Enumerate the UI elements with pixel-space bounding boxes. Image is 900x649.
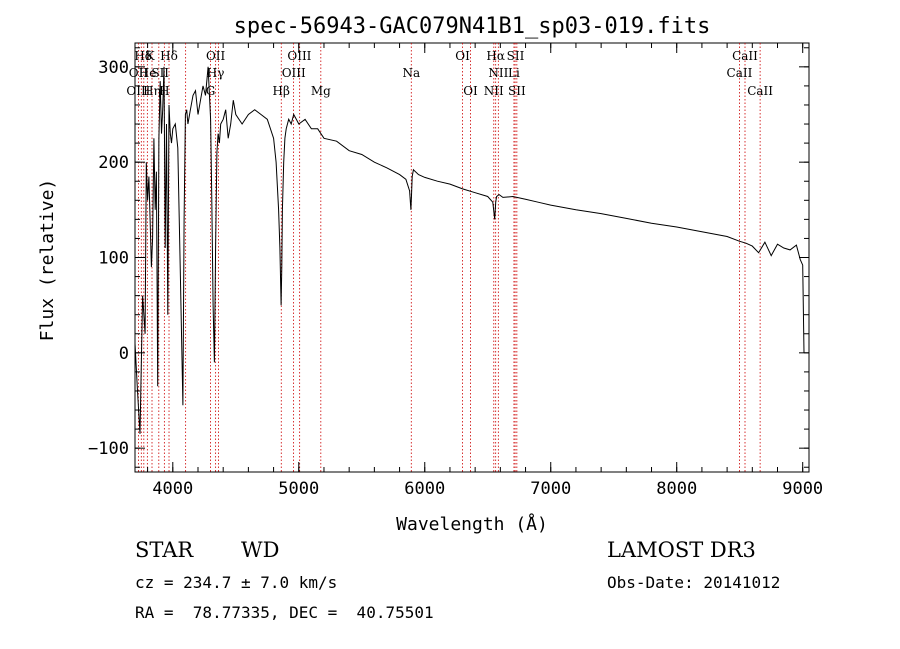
spectrum-line (134, 66, 805, 434)
line-label: Hη (143, 84, 161, 98)
x-tick-label: 8000 (656, 479, 697, 499)
x-tick-label: 6000 (404, 479, 445, 499)
line-label: OII (206, 49, 226, 63)
line-label: CaII (727, 66, 753, 80)
line-label: H (159, 84, 169, 98)
x-axis-label: Wavelength (Å) (396, 513, 548, 535)
line-label: Na (402, 66, 420, 80)
chart-title: spec-56943-GAC079N41B1_sp03-019.fits (234, 14, 711, 39)
line-label: OIII (287, 49, 311, 63)
y-tick-label: 100 (98, 249, 129, 269)
line-label: Li (508, 66, 520, 80)
line-label: OIII (126, 84, 150, 98)
y-tick-label: 200 (98, 153, 129, 173)
plot-area: 4000 5000 6000 7000 8000 9000 −100 0 100 200 300 Hδ… (88, 42, 823, 499)
x-tick-label: 5000 (278, 479, 319, 499)
line-label: Mg (311, 84, 331, 98)
line-label: OI (455, 49, 470, 63)
line-label: OIII (282, 66, 306, 80)
line-label: SII (151, 66, 169, 80)
survey-name: LAMOST DR3 (607, 538, 756, 562)
line-label: Hδ (160, 49, 178, 63)
line-label: SII (507, 49, 525, 63)
y-axis-label: Flux (relative) (37, 179, 58, 342)
line-label: CaII (747, 84, 773, 98)
y-tick-label: 0 (119, 344, 129, 364)
line-label: K (146, 49, 156, 63)
line-label: SII (508, 84, 526, 98)
line-label: OI (463, 84, 478, 98)
line-label: Hγ (207, 66, 225, 80)
x-tick-label: 9000 (782, 479, 823, 499)
line-label: Hα (486, 49, 505, 63)
x-tick-label: 7000 (530, 479, 571, 499)
ra-dec-readout: RA = 78.77335, DEC = 40.75501 (135, 603, 434, 622)
y-tick-label: 300 (98, 58, 129, 78)
x-tick-label: 4000 (152, 479, 193, 499)
line-label: CaII (732, 49, 758, 63)
line-label: NII (488, 66, 508, 80)
object-class: STAR (135, 538, 194, 562)
redshift-readout: cz = 234.7 ± 7.0 km/s (135, 573, 338, 592)
object-subclass: WD (241, 538, 280, 562)
line-label: He (139, 66, 157, 80)
line-label: Hβ (273, 84, 290, 98)
plot-frame (134, 42, 810, 473)
y-tick-label: −100 (88, 439, 129, 459)
line-label: Hδ (134, 49, 152, 63)
line-label: G (206, 84, 216, 98)
line-label: NII (484, 84, 504, 98)
line-label: OII (129, 66, 149, 80)
obs-date: Obs-Date: 20141012 (607, 573, 781, 592)
